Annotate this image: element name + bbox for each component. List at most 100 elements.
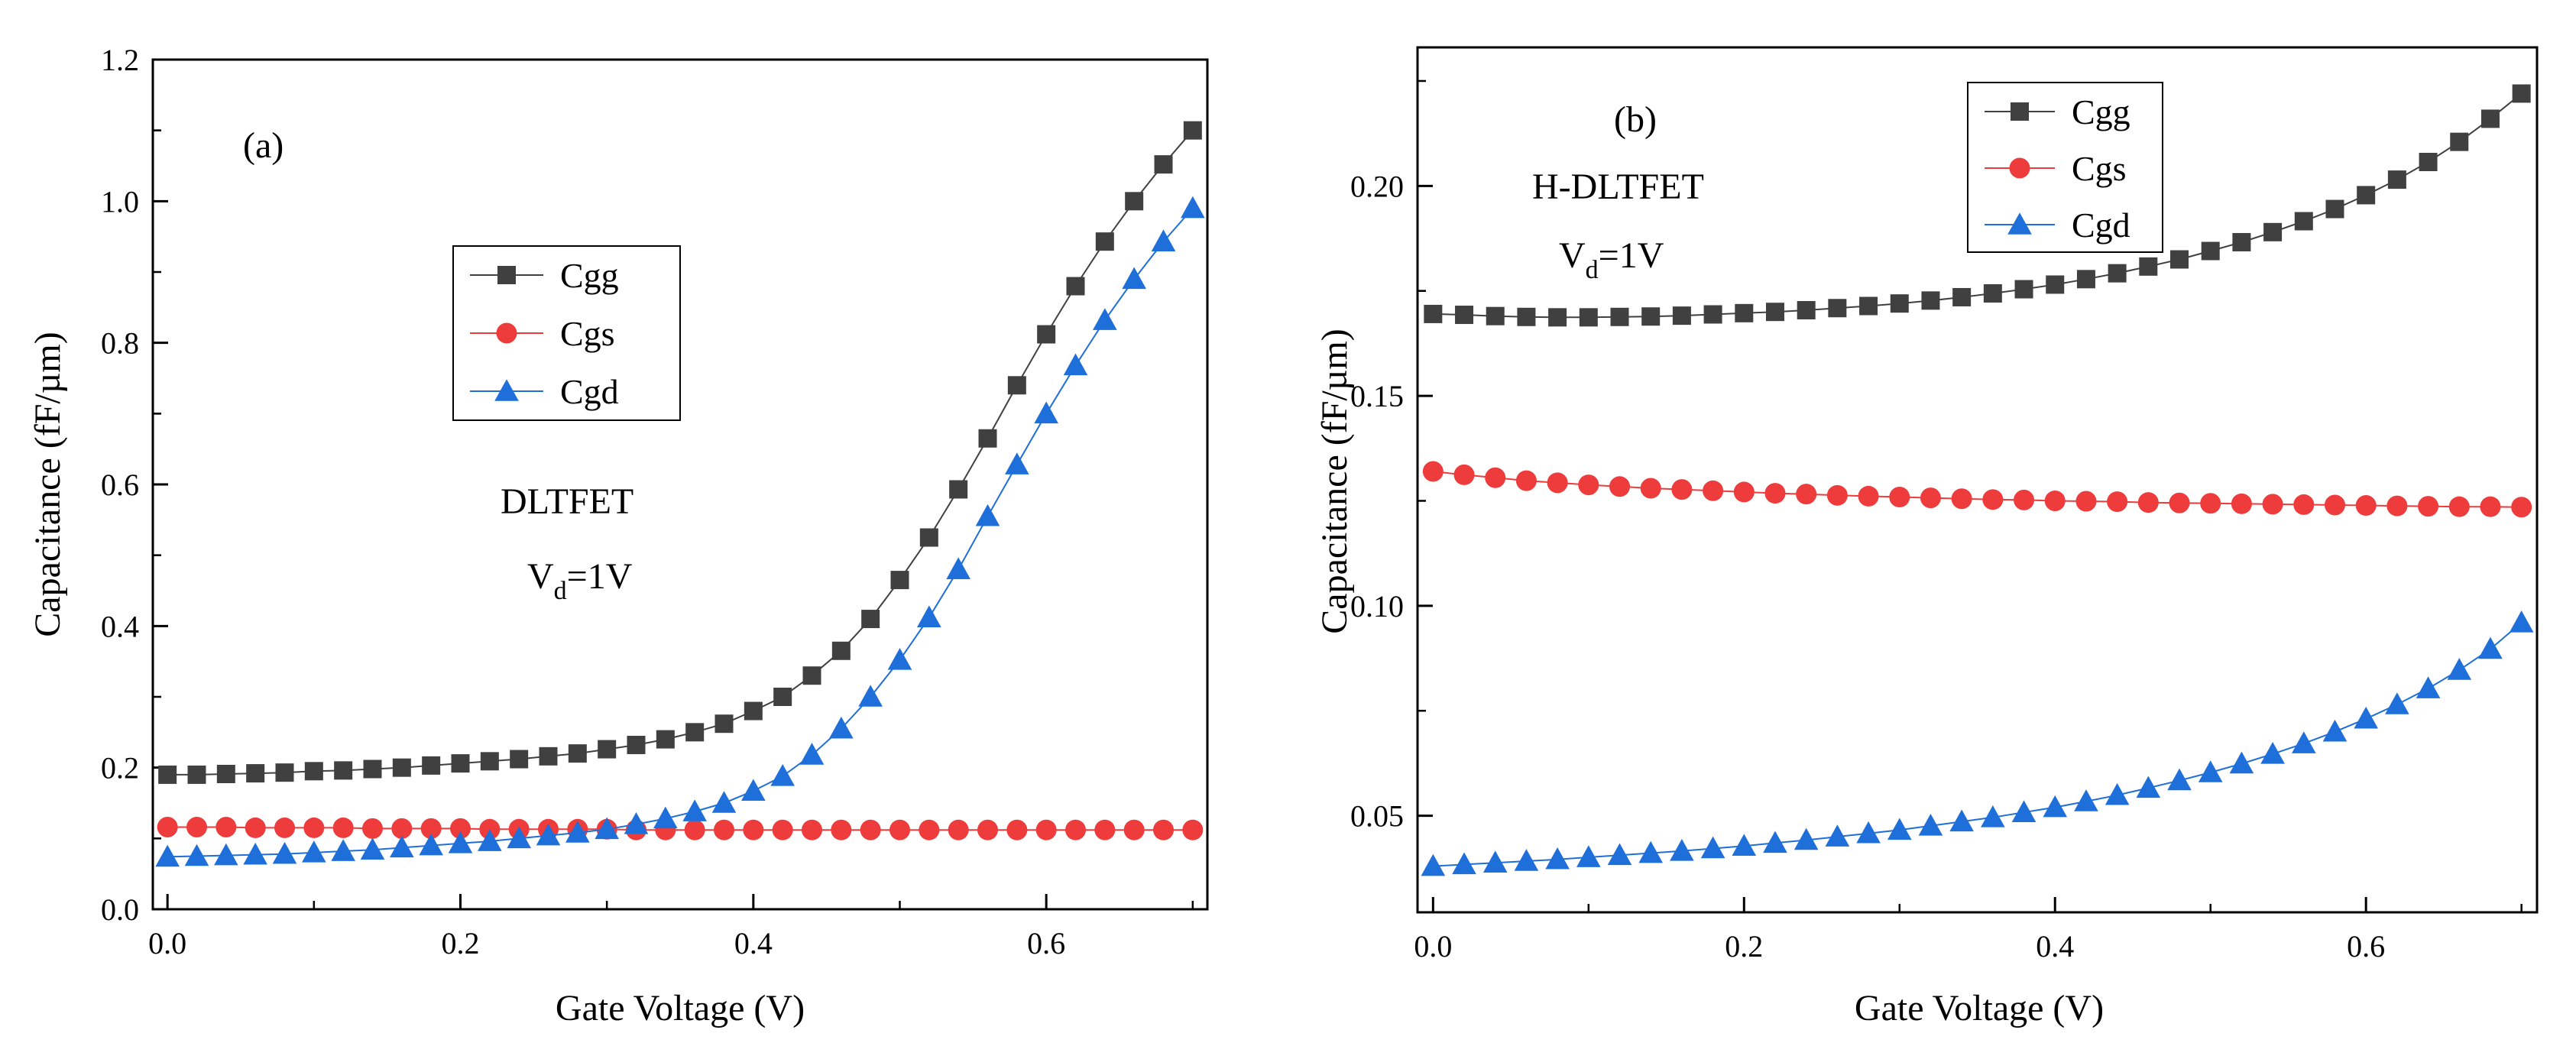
panel-b-cgg-point — [2294, 212, 2313, 231]
panel-a-legend-cgg-marker — [497, 266, 516, 284]
panel-a-cgd-point — [1151, 229, 1176, 251]
panel-b-cgg-point — [2419, 153, 2438, 172]
panel-b-cgg-point — [2232, 232, 2251, 251]
panel-a-bias: Vd=1V — [527, 556, 633, 605]
panel-a-cgs-point — [1035, 819, 1057, 840]
panel-a-plot-frame — [151, 58, 1209, 911]
panel-a-bias-sub: d — [554, 577, 567, 605]
panel-b-cgd-point — [1793, 827, 1819, 850]
panel-a-cgs-point — [391, 818, 413, 839]
panel-b-cgd-point — [1700, 836, 1725, 859]
panel-b-cgd-point — [1981, 805, 2005, 827]
panel-b-cgg-point — [1983, 284, 2002, 303]
panel-a-cgg-point — [685, 723, 705, 742]
panel-b-cgd-point — [1576, 845, 1601, 867]
panel-a-cgd-point — [184, 844, 209, 866]
panel-b-cgg-point — [1641, 307, 1661, 326]
panel-a-cgs-point — [450, 818, 471, 839]
panel-a-cgd-point — [448, 831, 473, 853]
panel-a-cgs-point — [743, 819, 764, 840]
panel-b-cgs-point — [2418, 496, 2439, 517]
panel-b-cgs-point — [2355, 495, 2377, 517]
panel-a-cgg-point — [158, 765, 177, 784]
panel-b-cgg-point — [2450, 132, 2469, 151]
panel-a-cgd-point — [829, 716, 854, 739]
panel-b-cgs-point — [1703, 480, 1724, 501]
panel-b-x-tick-label: 0.4 — [2036, 929, 2074, 963]
panel-a-cgs-point — [420, 818, 442, 839]
panel-b-cgs-point — [2107, 491, 2128, 513]
panel-b-y-tick-label: 0.10 — [1350, 589, 1404, 623]
panel-b-cgs-point — [1578, 474, 1599, 496]
panel-b-cgg-point — [2014, 280, 2033, 299]
panel-a-cgs-point — [977, 819, 998, 840]
panel-b-cgg-point — [1735, 303, 1754, 322]
panel-a-cgd-point — [1063, 353, 1088, 376]
panel-b-x-axis-label: Gate Voltage (V) — [1855, 988, 2104, 1028]
panel-b-bias-value: =1V — [1599, 235, 1664, 276]
panel-b-cgg-point — [1672, 306, 1691, 325]
panel-a-y-tick-label: 0.0 — [101, 892, 139, 927]
panel-b-cgg-point — [2512, 84, 2531, 103]
panel-a-x-tick-label: 0.2 — [442, 926, 480, 960]
panel-b-cgd-point — [2198, 760, 2223, 782]
panel-b-cgd-point — [2229, 751, 2254, 774]
panel-b-plot-frame — [1416, 46, 2539, 914]
panel-a-cgd-point — [1093, 308, 1117, 330]
panel-b-cgg-point — [2108, 264, 2127, 283]
panel-b-cgd-point — [2105, 782, 2130, 805]
panel-a-cgg-point — [1007, 376, 1026, 395]
panel-b-cgs-point — [1733, 481, 1755, 503]
panel-b-cgd-point — [2322, 719, 2348, 742]
panel-a-cgg-point — [568, 744, 587, 763]
panel-b-cgs-point — [2014, 489, 2035, 510]
panel-b-cgg-point — [2201, 241, 2220, 261]
panel-b-y-tick-label: 0.20 — [1350, 169, 1404, 203]
panel-a-y-tick-label: 1.0 — [101, 184, 139, 219]
panel-b-cgd-point — [2447, 658, 2472, 680]
panel-a-series-cgg-line — [167, 130, 1194, 776]
panel-a-cgd-point — [1034, 401, 1058, 424]
panel-a-cgd-point — [711, 791, 737, 813]
panel-a-cgd-point — [917, 605, 941, 628]
panel-b-x-tick-label: 0.6 — [2347, 929, 2385, 963]
panel-a-cgg-point — [539, 746, 558, 766]
panel-a-cgs-point — [1123, 819, 1145, 840]
panel-a-cgg-point — [275, 763, 294, 782]
panel-a-cgd-point — [214, 843, 238, 866]
panel-b-cgs-point — [2511, 497, 2532, 518]
panel-b-cgg-point — [1548, 308, 1567, 327]
panel-b-x-tick-label: 0.2 — [1725, 929, 1763, 963]
panel-a-cgs-point — [215, 817, 237, 838]
panel-a-bias-value: =1V — [567, 556, 633, 597]
panel-b-cgg-point — [2325, 199, 2344, 219]
panel-b-cgs-point — [1671, 479, 1693, 500]
panel-b-legend-cgd-marker — [2007, 212, 2032, 235]
panel-a-cgs-point — [1006, 819, 1028, 840]
panel-a-cgs-point — [831, 819, 852, 840]
panel-a-legend-cgg-label: Cgg — [560, 256, 619, 295]
panel-b-cgs-point — [2044, 490, 2066, 511]
panel-a-device-name: DLTFET — [501, 481, 633, 522]
panel-b-cgs-point — [1547, 472, 1568, 494]
panel-a-legend-cgs-label: Cgs — [560, 314, 615, 353]
panel-a-y-tick-label: 0.4 — [101, 609, 139, 643]
panel-b-cgs-point — [1826, 484, 1848, 506]
panel-a-cgg-point — [1154, 155, 1173, 174]
panel-b-cgg-point — [1797, 300, 1816, 319]
panel-b-cgs-point — [1453, 464, 1475, 485]
panel-a-cgd-point — [272, 841, 297, 864]
panel-b-cgd-point — [2291, 731, 2316, 753]
panel-a-cgg-point — [451, 754, 470, 773]
panel-b-cgd-point — [1763, 831, 1787, 853]
panel-a-cgd-point — [975, 504, 1000, 526]
panel-a-cgs-point — [860, 819, 881, 840]
panel-b-cgd-point — [2043, 795, 2068, 818]
panel-a-legend-cgd-label: Cgd — [560, 372, 619, 411]
panel-a-cgd-point — [741, 779, 766, 802]
panel-a-y-tick-label: 0.2 — [101, 751, 139, 785]
panel-a-cgg-point — [304, 762, 323, 781]
panel-b-cgd-point — [1856, 821, 1881, 844]
panel-a-legend-cgs-marker — [496, 322, 517, 344]
panel-b-cgg-point — [1828, 299, 1847, 318]
